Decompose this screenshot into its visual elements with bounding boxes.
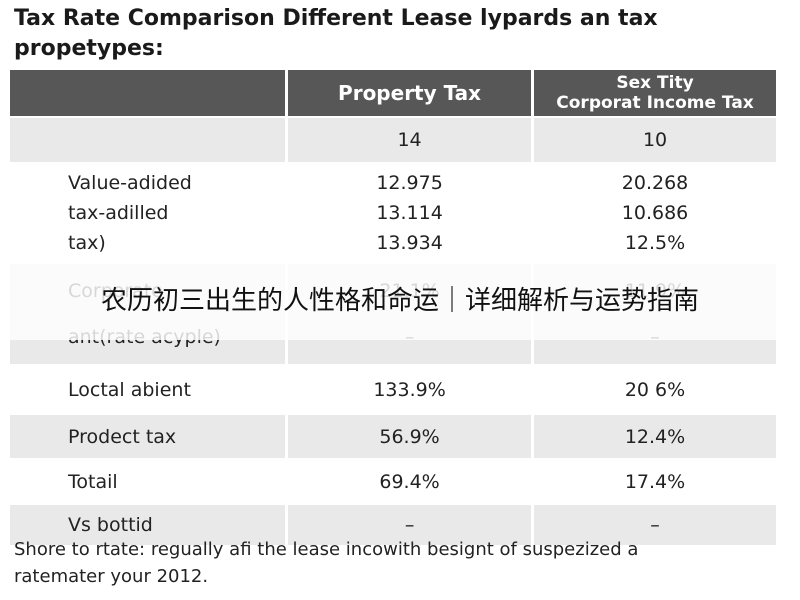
cell-text: Prodect tax bbox=[68, 425, 177, 448]
table-cell: 14 bbox=[288, 118, 532, 162]
table-cell bbox=[10, 70, 286, 116]
cell-text: Value-adided bbox=[68, 172, 192, 194]
cell-text: Vs bottid bbox=[68, 514, 153, 536]
table-row: Loctal abient 133.9% 20 6% bbox=[10, 366, 777, 415]
cell-text: tax) bbox=[68, 232, 106, 254]
header-row: Property Tax Sex Tity Corporat Income Tax bbox=[10, 70, 777, 118]
table-row: 14 10 bbox=[10, 118, 777, 164]
table-cell: 133.9% bbox=[288, 366, 532, 413]
cell-text: 20 6% bbox=[624, 378, 686, 401]
table-cell: 20 6% bbox=[534, 366, 777, 413]
cell-text: 12.4% bbox=[624, 425, 686, 448]
table-row: Value-adided tax-adilled tax) 12.975 13.114 1… bbox=[10, 164, 777, 264]
cell-text: 20.268 bbox=[621, 172, 689, 194]
table-row: Vs bottid – – bbox=[10, 505, 777, 547]
cell-text: 14 bbox=[397, 129, 422, 151]
table-cell: 69.4% bbox=[288, 460, 532, 503]
table-cell: Value-adided tax-adilled tax) bbox=[10, 164, 286, 262]
cell-text: tax-adilled bbox=[68, 202, 169, 224]
table-row: Prodect tax 56.9% 12.4% bbox=[10, 415, 777, 460]
cell-text: 12.975 bbox=[376, 172, 443, 194]
cell-text: Corporat Income Tax bbox=[556, 93, 754, 113]
cell-text: 10.686 bbox=[621, 202, 689, 224]
table-cell: 12.975 13.114 13.934 bbox=[288, 164, 532, 262]
cell-text: 17.4% bbox=[624, 470, 686, 493]
cell-text: Sex Tity bbox=[616, 73, 694, 93]
table-row: Totail 69.4% 17.4% bbox=[10, 460, 777, 505]
table-cell: Loctal abient bbox=[10, 366, 286, 413]
table-cell: Prodect tax bbox=[10, 415, 286, 458]
table-cell: – bbox=[288, 505, 532, 545]
cell-text: 10 bbox=[642, 129, 668, 151]
cell-text: 13.114 bbox=[376, 202, 443, 224]
table-cell: Property Tax bbox=[288, 70, 532, 116]
table-cell: Vs bottid bbox=[10, 505, 286, 545]
cell-text: 133.9% bbox=[373, 378, 446, 401]
table-cell: 56.9% bbox=[288, 415, 532, 458]
cell-text: Loctal abient bbox=[68, 378, 191, 401]
cell-text: – bbox=[650, 514, 660, 536]
cell-text: 69.4% bbox=[379, 470, 440, 493]
title: Tax Rate Comparison Different Lease lypa… bbox=[14, 6, 658, 61]
table-cell: 20.268 10.686 12.5% bbox=[534, 164, 777, 262]
cell-text: 56.9% bbox=[379, 425, 440, 448]
cell-text: Property Tax bbox=[338, 81, 482, 105]
table: Property Tax Sex Tity Corporat Income Tax 1… bbox=[10, 70, 777, 547]
table-cell: – bbox=[534, 505, 777, 545]
cell-text: 13.934 bbox=[376, 232, 443, 254]
table-cell: Totail bbox=[10, 460, 286, 503]
cell-text: 12.5% bbox=[624, 232, 686, 254]
table-cell: 10 bbox=[534, 118, 777, 162]
table-cell: 12.4% bbox=[534, 415, 777, 458]
table-cell bbox=[10, 118, 286, 162]
cell-text: Totail bbox=[68, 470, 118, 493]
banner: 农历初三出生的人性格和命运｜详细解析与运势指南 bbox=[0, 262, 800, 340]
footnote: Shore to rtate: regually afi the lease i… bbox=[14, 539, 639, 587]
table-cell: 17.4% bbox=[534, 460, 777, 503]
cell-text: – bbox=[404, 514, 415, 536]
table-cell: Sex Tity Corporat Income Tax bbox=[534, 70, 777, 116]
